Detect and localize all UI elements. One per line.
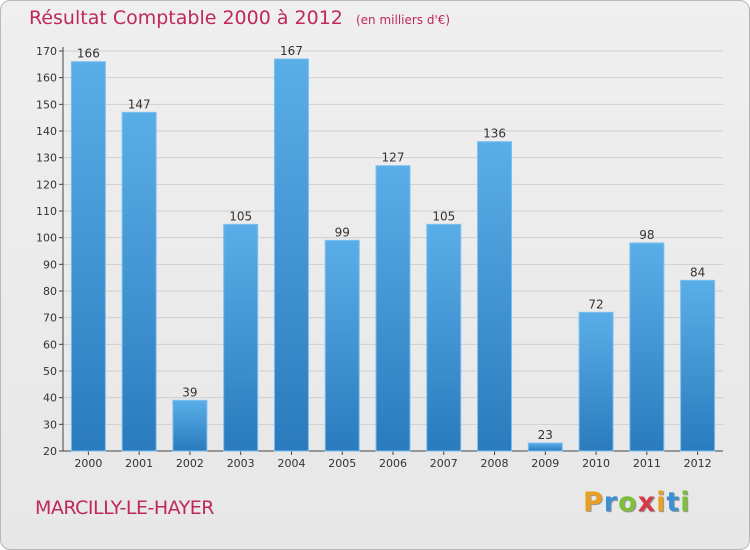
brand-letter: t	[666, 487, 681, 518]
place-name: MARCILLY-LE-HAYER	[35, 497, 214, 519]
bar-value-label: 166	[77, 47, 100, 61]
y-tick-label: 160	[36, 72, 57, 85]
bar	[578, 311, 614, 452]
x-tick-label: 2007	[430, 457, 458, 470]
y-tick-label: 130	[36, 152, 57, 165]
y-tick-label: 40	[43, 392, 57, 405]
brand-letter: o	[618, 487, 638, 518]
y-tick-label: 50	[43, 365, 57, 378]
x-tick-label: 2000	[74, 457, 102, 470]
x-tick-label: 2004	[277, 457, 305, 470]
y-tick-label: 70	[43, 312, 57, 325]
y-tick-label: 170	[36, 45, 57, 58]
bar	[324, 239, 360, 452]
bar	[172, 399, 208, 452]
x-tick-label: 2012	[684, 457, 712, 470]
bar	[375, 165, 411, 452]
chart-title: Résultat Comptable 2000 à 2012	[29, 7, 343, 29]
x-tick-label: 2005	[328, 457, 356, 470]
y-tick-label: 150	[36, 98, 57, 111]
brand-letter: x	[637, 487, 657, 518]
bar-value-label: 99	[335, 225, 350, 239]
bar	[273, 58, 309, 452]
bar	[223, 223, 259, 452]
brand-letter: P	[583, 487, 604, 518]
bar	[680, 279, 716, 452]
bar	[477, 141, 513, 452]
brand-letter: r	[603, 487, 619, 518]
bar	[121, 111, 157, 452]
brand-letter: i	[656, 487, 667, 518]
bar	[70, 61, 106, 452]
y-tick-label: 80	[43, 285, 57, 298]
x-tick-label: 2001	[125, 457, 153, 470]
y-tick-label: 120	[36, 178, 57, 191]
bar	[629, 242, 665, 452]
x-tick-label: 2010	[582, 457, 610, 470]
y-tick-label: 90	[43, 258, 57, 271]
bar-value-label: 84	[690, 265, 705, 279]
brand-logo: Proxiti	[583, 487, 691, 518]
bar-value-label: 105	[229, 209, 252, 223]
x-tick-label: 2008	[481, 457, 509, 470]
title-row: Résultat Comptable 2000 à 2012 (en milli…	[29, 7, 450, 29]
bar	[426, 223, 462, 452]
y-tick-label: 20	[43, 445, 57, 458]
y-tick-label: 60	[43, 338, 57, 351]
x-tick-label: 2002	[176, 457, 204, 470]
bar-value-label: 39	[182, 385, 197, 399]
bar-value-label: 23	[538, 428, 553, 442]
x-tick-label: 2009	[531, 457, 559, 470]
bar	[527, 442, 563, 452]
x-tick-label: 2003	[227, 457, 255, 470]
bar-value-label: 147	[128, 97, 151, 111]
x-tick-label: 2006	[379, 457, 407, 470]
y-tick-label: 110	[36, 205, 57, 218]
x-tick-label: 2011	[633, 457, 661, 470]
y-tick-label: 100	[36, 232, 57, 245]
y-tick-label: 140	[36, 125, 57, 138]
bar-value-label: 105	[432, 209, 455, 223]
chart-unit: (en milliers d'€)	[355, 13, 451, 27]
bar-value-label: 136	[483, 127, 506, 141]
bar-value-label: 72	[588, 297, 603, 311]
bar-value-label: 127	[382, 151, 405, 165]
brand-letter: i	[680, 487, 691, 518]
bar-value-label: 167	[280, 44, 303, 58]
y-tick-label: 30	[43, 418, 57, 431]
bar-value-label: 98	[639, 228, 654, 242]
